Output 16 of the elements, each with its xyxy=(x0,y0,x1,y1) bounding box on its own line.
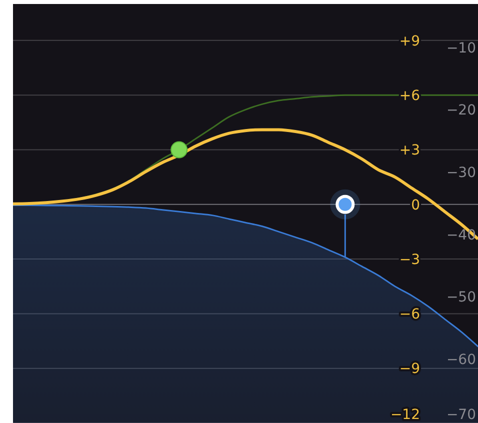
y2-tick-label: −60 xyxy=(446,352,476,368)
y-tick-label: +9 xyxy=(399,33,420,50)
y-tick-label: 0 xyxy=(411,197,420,214)
y2-tick-label: −30 xyxy=(446,165,476,181)
y2-tick-label: −20 xyxy=(446,102,476,119)
y-tick-label: −9 xyxy=(399,361,420,378)
y-tick-label: +3 xyxy=(399,142,420,159)
y2-tick-label: −70 xyxy=(446,406,476,423)
y2-tick-label: −10 xyxy=(446,40,476,56)
y2-tick-label: −50 xyxy=(446,290,476,306)
y-tick-label: −3 xyxy=(399,252,420,268)
line-series xyxy=(12,128,478,241)
y-tick-label: +6 xyxy=(399,88,420,104)
y-tick-label: −12 xyxy=(390,406,420,423)
y2-tick-label: −40 xyxy=(446,227,476,244)
y-tick-label: −6 xyxy=(399,306,420,323)
